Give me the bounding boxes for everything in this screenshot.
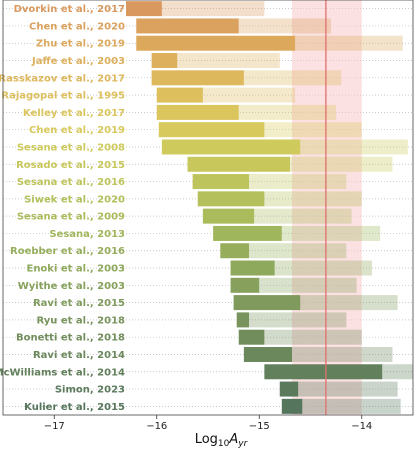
bar-range-1	[161, 1, 265, 17]
row-label-3: Zhu et al., 2019	[36, 39, 125, 50]
row-label-22: McWilliams et al., 2014	[0, 367, 125, 378]
row-label-7: Kelley et al., 2017	[23, 108, 125, 119]
bar-13	[202, 208, 255, 224]
row-label-12: Siwek et al., 2020	[24, 194, 125, 205]
row-label-1: Dvorkin et al., 2017	[14, 4, 125, 15]
row-label-9: Sesana et al., 2008	[17, 142, 125, 153]
bar-range-20	[264, 329, 362, 345]
x-tick-label: −16	[146, 421, 167, 432]
bar-range-19	[249, 312, 347, 328]
bar-range-11	[249, 174, 347, 190]
bar-12	[197, 191, 265, 207]
row-label-18: Ravi et al., 2015	[33, 298, 125, 309]
row-label-10: Rosado et al., 2015	[16, 160, 125, 171]
bar-3	[136, 35, 296, 51]
bar-range-13	[254, 208, 352, 224]
row-label-16: Enoki et al., 2003	[26, 264, 125, 275]
bar-range-22	[382, 364, 413, 380]
bar-range-8	[264, 122, 362, 138]
bar-22	[264, 364, 383, 380]
bar-range-23	[298, 381, 398, 397]
bar-18	[233, 295, 301, 311]
bar-range-9	[300, 139, 408, 155]
bar-range-16	[274, 260, 372, 276]
bar-range-2	[238, 18, 331, 34]
bar-4	[151, 53, 178, 69]
row-label-13: Sesana et al., 2009	[17, 212, 125, 223]
bar-10	[187, 156, 290, 172]
bar-range-5	[243, 70, 342, 86]
bar-15	[220, 243, 249, 259]
bar-1	[126, 1, 162, 17]
bar-range-10	[290, 156, 393, 172]
bar-range-14	[281, 225, 381, 241]
row-label-17: Wyithe et al., 2003	[18, 281, 125, 292]
bars-layer	[126, 1, 413, 414]
bar-range-17	[259, 277, 357, 293]
bar-range-15	[249, 243, 347, 259]
row-label-11: Sesana et al., 2016	[17, 177, 125, 188]
bar-range-7	[238, 104, 337, 120]
row-label-19: Ryu et al., 2018	[36, 315, 125, 326]
bar-range-18	[300, 295, 398, 311]
bar-7	[156, 104, 239, 120]
row-label-2: Chen et al., 2020	[29, 21, 125, 32]
bar-16	[230, 260, 275, 276]
bar-8	[158, 122, 265, 138]
row-label-21: Ravi et al., 2014	[33, 350, 125, 361]
bar-17	[230, 277, 260, 293]
bar-23	[279, 381, 299, 397]
bar-6	[156, 87, 203, 103]
bar-range-3	[295, 35, 403, 51]
bar-20	[238, 329, 265, 345]
bar-range-24	[302, 398, 401, 414]
bar-range-4	[177, 53, 280, 69]
x-axis-label: Log10Ayr	[195, 432, 249, 449]
bar-9	[161, 139, 301, 155]
row-label-4: Jaffe et al., 2003	[31, 56, 125, 67]
bar-14	[213, 225, 282, 241]
bar-range-12	[264, 191, 362, 207]
bar-11	[192, 174, 249, 190]
bar-19	[236, 312, 249, 328]
row-label-15: Roebber et al., 2016	[10, 246, 125, 257]
x-axis: −17 −16 −15 −14	[2, 0, 414, 432]
bar-24	[281, 398, 303, 414]
plot-frame	[2, 0, 414, 416]
x-tick-label: −15	[249, 421, 270, 432]
bar-2	[136, 18, 239, 34]
x-tick-label: −14	[351, 421, 372, 432]
row-label-24: Kulier et al., 2015	[24, 402, 125, 413]
reference-band-layer	[292, 0, 362, 415]
bar-21	[243, 346, 293, 362]
bar-range-6	[202, 87, 296, 103]
row-label-8: Chen et al., 2019	[29, 125, 125, 136]
row-label-5: Rasskazov et al., 2017	[0, 73, 125, 84]
bar-range-21	[292, 346, 393, 362]
row-label-23: Simon, 2023	[55, 385, 125, 396]
row-labels-layer: Dvorkin et al., 2017 Chen et al., 2020 Zhu…	[0, 4, 125, 413]
row-label-20: Bonetti et al., 2018	[16, 333, 125, 344]
row-label-14: Sesana, 2013	[49, 229, 125, 240]
x-tick-label: −17	[44, 421, 65, 432]
row-label-6: Rajagopal et al., 1995	[1, 91, 125, 102]
reference-band	[292, 0, 362, 415]
bar-5	[151, 70, 244, 86]
